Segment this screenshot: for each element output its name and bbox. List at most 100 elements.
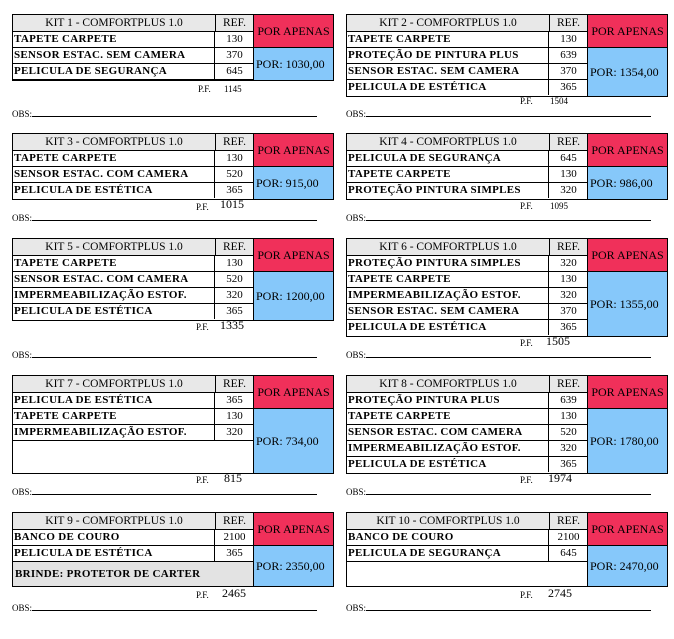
price-box: POR: 1355,00	[588, 272, 667, 336]
obs-line: OBS:	[12, 213, 318, 223]
item-row: PELICULA DE ESTÉTICA 365	[13, 546, 253, 562]
item-row: IMPERMEABILIZAÇÃO ESTOF. 320	[13, 425, 253, 441]
pf-value: 1095	[550, 201, 568, 211]
item-row: TAPETE CARPETE 130	[347, 32, 587, 48]
item-row: TAPETE CARPETE 130	[13, 151, 253, 167]
ref-header: REF.	[556, 136, 581, 148]
por-apenas-badge: POR APENAS	[588, 376, 667, 409]
price-box: POR: 2470,00	[588, 546, 667, 586]
obs-line: OBS:	[12, 487, 318, 497]
item-row: PROTEÇÃO PINTURA SIMPLES 320	[348, 183, 577, 198]
ref-header: REF.	[222, 136, 247, 148]
kit-title: KIT 3 - COMFORTPLUS 1.0	[13, 134, 216, 150]
kit-title: KIT 10 - COMFORTPLUS 1.0	[347, 513, 550, 529]
pf-value: 1505	[546, 334, 570, 348]
item-row: TAPETE CARPETE 130	[347, 272, 587, 288]
item-row: PELICULA DE ESTÉTICA 365	[14, 304, 243, 319]
kit-title: KIT 8 - COMFORTPLUS 1.0	[347, 376, 550, 392]
pf-value: 1504	[550, 96, 568, 106]
kit-title: KIT 9 - COMFORTPLUS 1.0	[13, 513, 216, 529]
item-row: SENSOR ESTAC. SEM CAMERA 370	[347, 64, 587, 80]
ref-header: REF.	[222, 378, 247, 390]
pf-label: P.F.	[520, 338, 533, 348]
item-row: SENSOR ESTAC. COM CAMERA 520	[13, 167, 253, 183]
price-box: POR: 1354,00	[588, 48, 667, 96]
item-row: PELICULA DE SEGURANÇA 645	[347, 546, 587, 562]
pf-value: 815	[224, 471, 242, 485]
item-row: BANCO DE COURO 2100	[347, 530, 587, 546]
item-row: TAPETE CARPETE 130	[347, 167, 587, 183]
item-row: PELICULA DE ESTÉTICA 365	[348, 80, 577, 95]
item-row: PELICULA DE SEGURANÇA 645	[347, 151, 587, 167]
price-box: POR: 1030,00	[254, 48, 333, 80]
item-row: SENSOR ESTAC. SEM CAMERA 370	[347, 304, 587, 320]
pf-label: P.F.	[196, 590, 209, 600]
pf-label: P.F.	[198, 84, 211, 94]
obs-line: OBS:	[12, 109, 318, 119]
por-apenas-badge: POR APENAS	[588, 513, 667, 546]
item-row: TAPETE CARPETE 130	[13, 409, 253, 425]
ref-header: REF.	[222, 17, 247, 29]
obs-line: OBS:	[346, 213, 652, 223]
price-box: POR: 734,00	[254, 409, 333, 473]
por-apenas-badge: POR APENAS	[254, 513, 333, 546]
item-row: SENSOR ESTAC. COM CAMERA 520	[347, 425, 587, 441]
pf-value: 2745	[548, 586, 572, 600]
item-row: IMPERMEABILIZAÇÃO ESTOF. 320	[347, 288, 587, 304]
brinde-row: BRINDE: PROTETOR DE CARTER	[13, 562, 253, 586]
obs-line: OBS:	[346, 350, 652, 360]
obs-line: OBS:	[346, 487, 652, 497]
obs-line: OBS:	[346, 603, 652, 613]
pf-label: P.F.	[196, 202, 209, 212]
por-apenas-badge: POR APENAS	[588, 239, 667, 272]
pf-label: P.F.	[520, 201, 533, 211]
pf-value: 2465	[222, 586, 246, 600]
pf-label: P.F.	[520, 590, 533, 600]
item-row: IMPERMEABILIZAÇÃO ESTOF. 320	[347, 441, 587, 457]
item-row: PROTEÇÃO PINTURA SIMPLES 320	[347, 256, 587, 272]
item-row: PELICULA DE ESTÉTICA 365	[13, 393, 253, 409]
kit-title: KIT 5 - COMFORTPLUS 1.0	[13, 239, 216, 255]
item-row: PROTEÇÃO PINTURA PLUS 639	[347, 393, 587, 409]
pf-label: P.F.	[520, 475, 533, 485]
item-row: IMPERMEABILIZAÇÃO ESTOF. 320	[13, 288, 253, 304]
por-apenas-badge: POR APENAS	[588, 15, 667, 48]
ref-header: REF.	[556, 378, 581, 390]
kit-title: KIT 4 - COMFORTPLUS 1.0	[347, 134, 550, 150]
obs-line: OBS:	[12, 603, 318, 613]
price-box: POR: 1780,00	[588, 409, 667, 473]
item-row: TAPETE CARPETE 130	[13, 32, 253, 48]
pf-value: 1974	[548, 471, 572, 485]
item-row: PELICULA DE ESTÉTICA 365	[348, 320, 577, 335]
price-box: POR: 1200,00	[254, 272, 333, 320]
ref-header: REF.	[222, 515, 247, 527]
item-row: TAPETE CARPETE 130	[347, 409, 587, 425]
ref-header: REF.	[556, 17, 581, 29]
item-row: PELICULA DE ESTÉTICA 365	[14, 183, 243, 198]
pf-value: 1335	[220, 318, 244, 332]
por-apenas-badge: POR APENAS	[254, 376, 333, 409]
item-row: PELICULA DE SEGURANÇA 645	[13, 64, 253, 80]
por-apenas-badge: POR APENAS	[588, 134, 667, 167]
item-row: TAPETE CARPETE 130	[13, 256, 253, 272]
price-box: POR: 2350,00	[254, 546, 333, 586]
item-row: PELICULA DE ESTÉTICA 365	[348, 457, 577, 472]
kit-title: KIT 6 - COMFORTPLUS 1.0	[347, 239, 550, 255]
por-apenas-badge: POR APENAS	[254, 15, 333, 48]
item-row: SENSOR ESTAC. COM CAMERA 520	[13, 272, 253, 288]
pf-value: 1145	[224, 84, 242, 94]
por-apenas-badge: POR APENAS	[254, 239, 333, 272]
pf-label: P.F.	[196, 322, 209, 332]
kit-title: KIT 1 - COMFORTPLUS 1.0	[13, 15, 216, 31]
pf-label: P.F.	[520, 96, 533, 106]
item-row: SENSOR ESTAC. SEM CAMERA 370	[13, 48, 253, 64]
ref-header: REF.	[222, 241, 247, 253]
kit-title: KIT 7 - COMFORTPLUS 1.0	[13, 376, 216, 392]
kit-title: KIT 2 - COMFORTPLUS 1.0	[347, 15, 550, 31]
pf-label: P.F.	[196, 475, 209, 485]
price-box: POR: 986,00	[588, 167, 667, 199]
obs-line: OBS:	[346, 109, 652, 119]
por-apenas-badge: POR APENAS	[254, 134, 333, 167]
price-box: POR: 915,00	[254, 167, 333, 199]
obs-line: OBS:	[12, 350, 318, 360]
